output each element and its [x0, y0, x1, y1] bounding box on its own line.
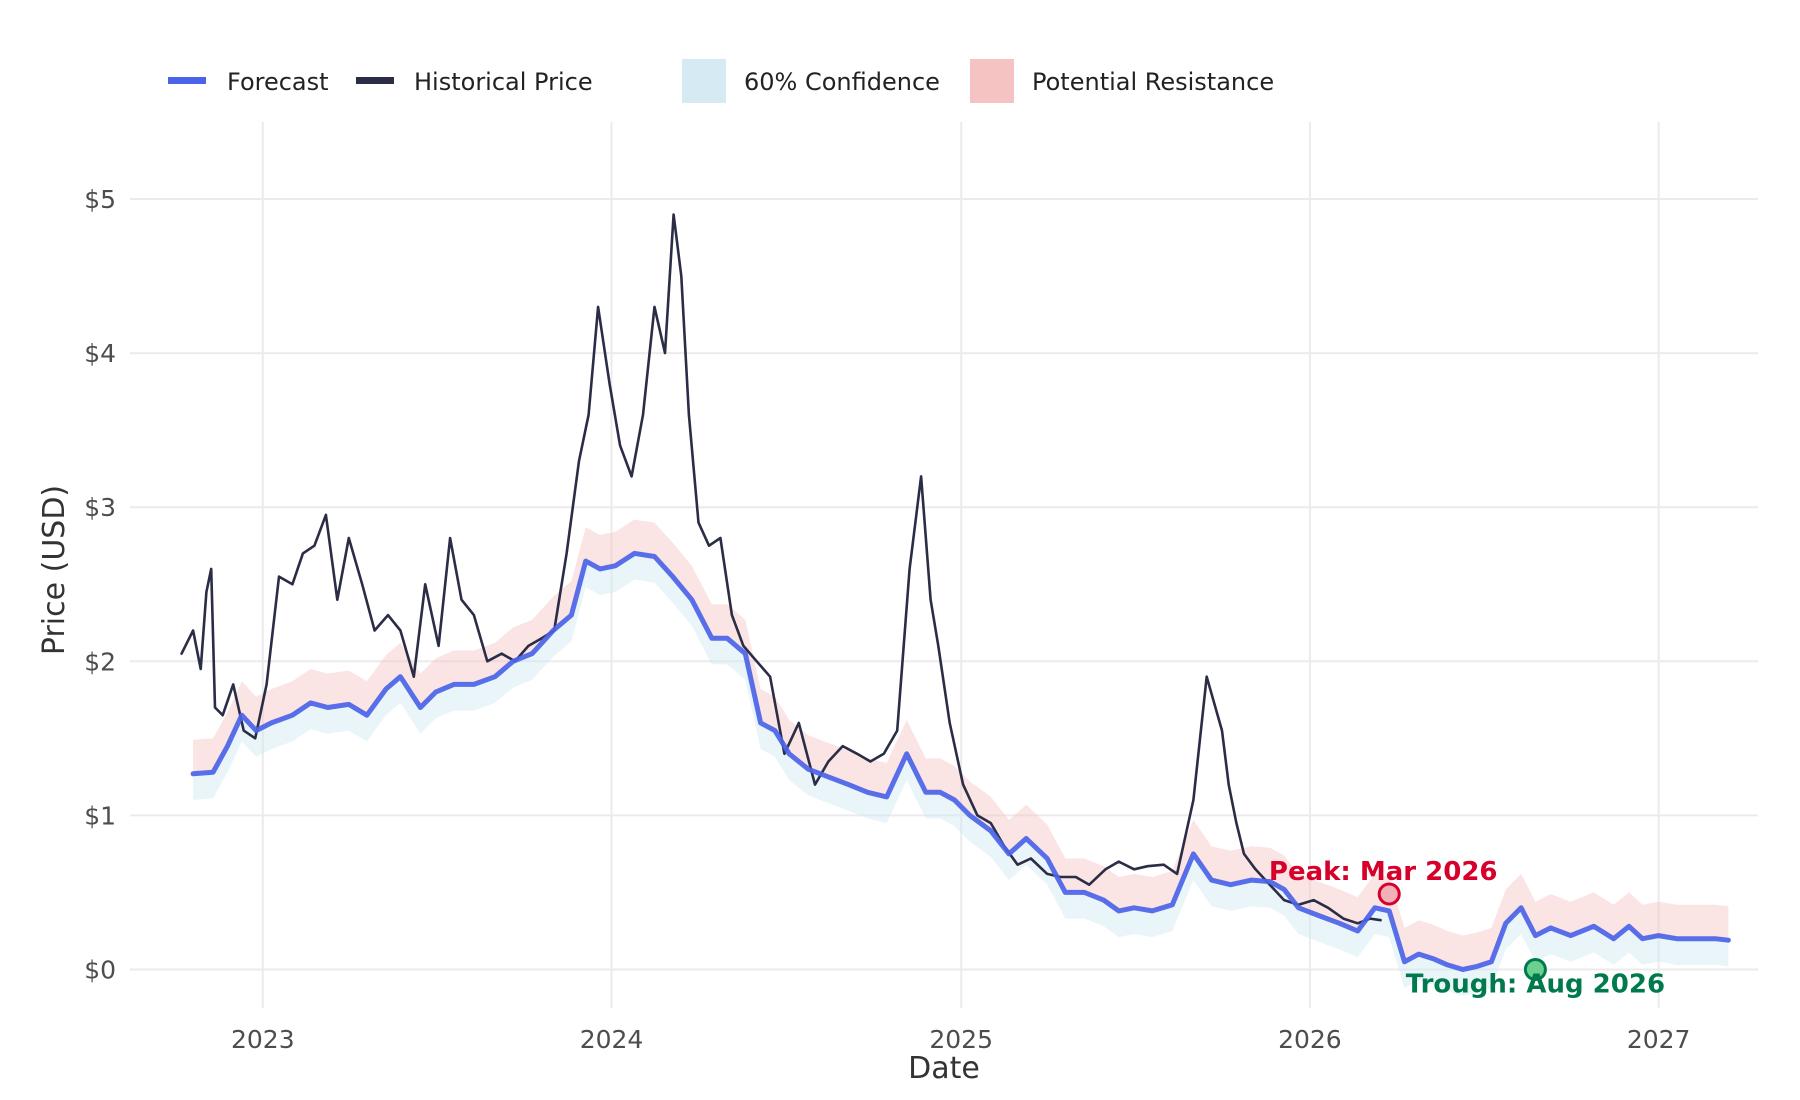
y-tick-label: $3 [84, 493, 116, 522]
x-axis-ticks: 2023 2024 2025 2026 2027 [231, 1025, 1690, 1054]
y-tick-label: $1 [84, 801, 116, 830]
x-tick-label: 2025 [929, 1025, 993, 1054]
legend-item: Historical Price [356, 68, 593, 96]
series-lines [180, 213, 1731, 972]
legend: Forecast Historical Price 60% Confidence Po… [168, 59, 1274, 103]
x-tick-label: 2024 [580, 1025, 644, 1054]
x-tick-label: 2026 [1278, 1025, 1342, 1054]
trough-marker [1523, 957, 1547, 981]
resistance-band [193, 519, 1729, 970]
y-axis-ticks: $0 $1 $2 $3 $4 $5 [84, 185, 116, 984]
legend-label: Potential Resistance [1032, 68, 1274, 96]
confidence-band [193, 553, 1729, 996]
y-axis-title: Price (USD) [37, 485, 72, 655]
x-tick-label: 2023 [231, 1025, 295, 1054]
legend-label: Historical Price [414, 68, 593, 96]
legend-item: Forecast [168, 68, 329, 96]
legend-swatch [356, 77, 394, 84]
legend-swatch [682, 59, 726, 103]
y-tick-label: $2 [84, 647, 116, 676]
legend-label: Forecast [227, 68, 329, 96]
x-tick-label: 2027 [1627, 1025, 1691, 1054]
annotations: Peak: Mar 2026 Trough: Aug 2026 [1269, 857, 1665, 1000]
legend-item: 60% Confidence [682, 59, 940, 103]
historical-price-line [180, 213, 1382, 925]
legend-swatch [168, 77, 206, 84]
grid [130, 122, 1758, 1008]
forecast-line [190, 550, 1731, 972]
y-tick-label: $4 [84, 339, 116, 368]
y-tick-label: $5 [84, 185, 116, 214]
trough-label: Trough: Aug 2026 [1406, 969, 1665, 999]
x-axis-title: Date [908, 1051, 980, 1086]
legend-label: 60% Confidence [744, 68, 940, 96]
peak-label: Peak: Mar 2026 [1269, 857, 1498, 887]
y-tick-label: $0 [84, 955, 116, 984]
legend-item: Potential Resistance [970, 59, 1274, 103]
bands [193, 519, 1729, 996]
legend-swatch [970, 59, 1014, 103]
peak-marker [1377, 882, 1401, 906]
